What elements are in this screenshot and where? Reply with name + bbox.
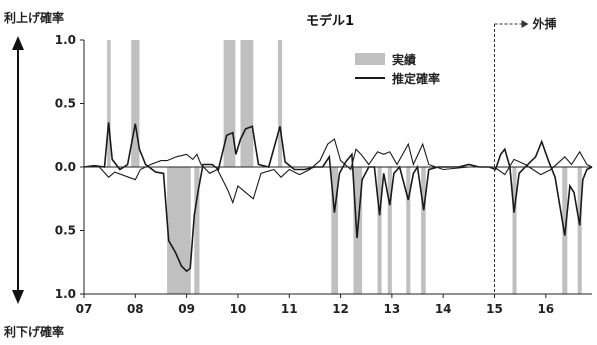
x-tick-label: 07 [76, 302, 93, 316]
y-tick-label: 0.0 [55, 160, 76, 174]
actual-bar [240, 40, 254, 167]
legend-swatch-bar [355, 53, 385, 65]
actual-bar [421, 167, 426, 294]
y-tick-label: 0.5 [55, 97, 76, 111]
series-line-0 [83, 122, 593, 273]
x-tick-label: 14 [435, 302, 452, 316]
y-bottom-label: 利下げ確率 [4, 324, 64, 339]
actual-bar [331, 167, 338, 294]
x-tick-label: 11 [281, 302, 298, 316]
actual-bar [377, 167, 382, 294]
actual-bar [107, 40, 111, 167]
x-tick-label: 08 [127, 302, 144, 316]
y-ticks: 1.0 0.5 0.0 0.5 1.0 [55, 33, 84, 301]
forecast-label: 外挿 [533, 16, 557, 31]
y-tick-label: 1.0 [55, 287, 76, 301]
actual-bar [277, 40, 283, 167]
y-direction-arrow [12, 36, 24, 304]
probability-lines [83, 122, 593, 273]
actual-bar [387, 167, 392, 294]
legend-label-line: 推定確率 [392, 71, 440, 86]
x-tick-label: 10 [230, 302, 247, 316]
actual-bar [406, 167, 411, 294]
legend: 実績 推定確率 [355, 52, 440, 86]
y-tick-label: 1.0 [55, 33, 76, 47]
actual-bar [577, 167, 582, 294]
x-tick-label: 16 [537, 302, 554, 316]
actual-bar [512, 167, 517, 294]
actual-bar [223, 40, 236, 167]
y-tick-label: 0.5 [55, 224, 76, 238]
y-top-label: 利上げ確率 [4, 10, 64, 25]
actual-bar [131, 40, 140, 167]
x-tick-label: 15 [486, 302, 503, 316]
forecast-marker: 外挿 [494, 16, 557, 294]
x-ticks: 07 08 09 10 11 12 13 14 15 16 [76, 294, 554, 316]
x-tick-label: 12 [332, 302, 349, 316]
legend-label-bar: 実績 [392, 52, 416, 67]
x-tick-label: 13 [384, 302, 401, 316]
actual-bar [167, 167, 191, 294]
actual-bar [194, 167, 200, 294]
series-line-1 [84, 138, 593, 205]
x-tick-label: 09 [178, 302, 195, 316]
chart-title: モデル1 [306, 13, 354, 29]
